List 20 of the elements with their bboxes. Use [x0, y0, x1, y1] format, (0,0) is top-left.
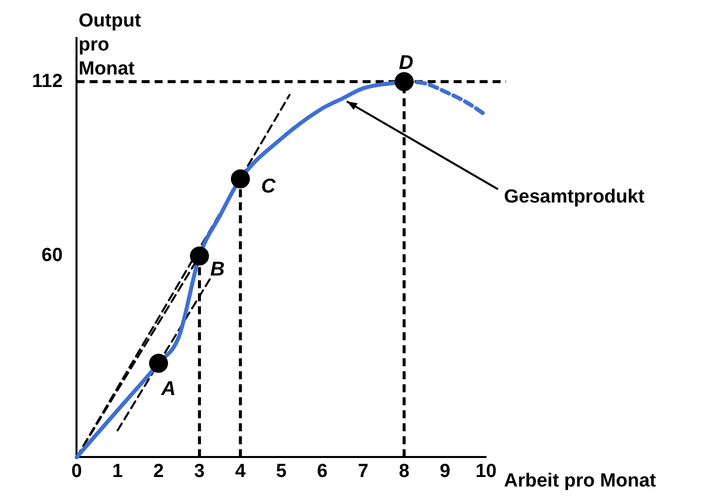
y-axis-title: Output pro Monat: [78, 10, 142, 80]
x-tick-label: 0: [71, 460, 82, 482]
x-tick-label: 1: [112, 460, 124, 482]
x-tick-label: 3: [194, 460, 205, 482]
annotation: D: [398, 52, 414, 74]
x-tick-label: 9: [440, 460, 450, 482]
text: Gesamtprodukt: [504, 186, 646, 208]
x-tick-label: 5: [276, 460, 288, 482]
y-tick-label: 60: [42, 245, 63, 266]
y-tick-label: 112: [32, 70, 63, 92]
annotation: C: [261, 175, 276, 198]
x-tick-label: 7: [358, 460, 368, 482]
x-axis-title: Arbeit pro Monat: [504, 470, 657, 492]
x-tick-label: 4: [235, 460, 246, 482]
annotation: A: [160, 378, 176, 400]
x-tick-label: 6: [316, 460, 328, 482]
x-tick-label: 10: [475, 460, 497, 482]
annotation: B: [210, 258, 225, 280]
x-tick-label: 8: [398, 460, 410, 482]
x-tick-label: 2: [153, 460, 164, 482]
